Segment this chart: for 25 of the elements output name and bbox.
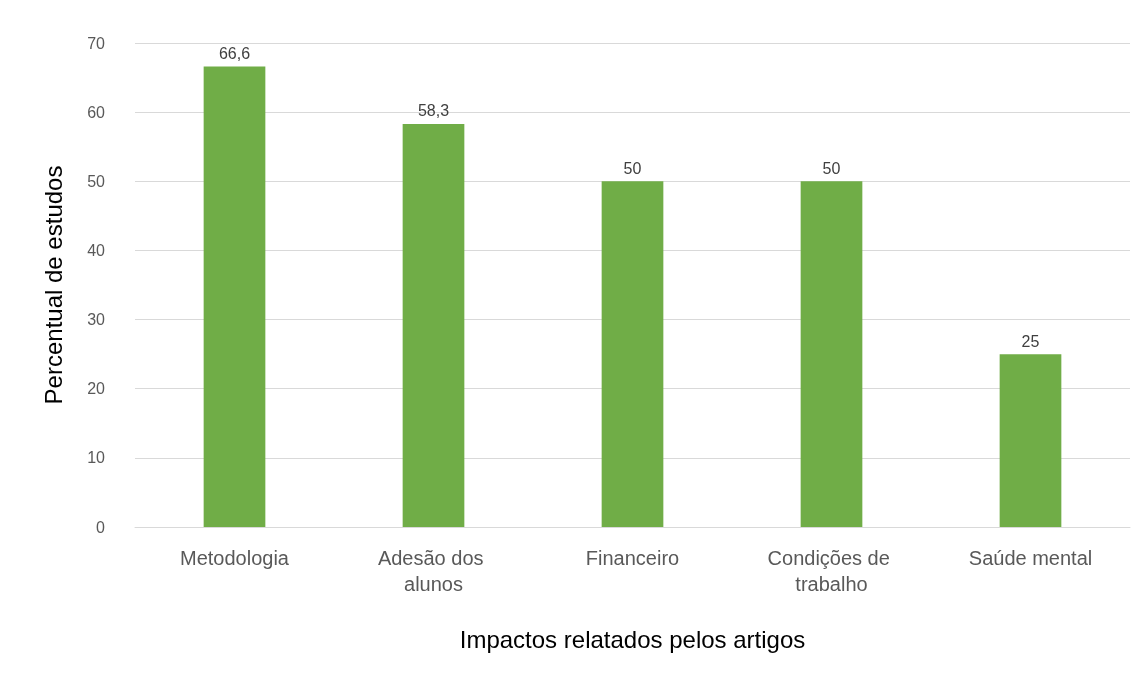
y-tick-label: 10 — [87, 449, 106, 467]
y-tick-label: 50 — [87, 172, 106, 190]
y-tick-label: 70 — [87, 34, 106, 52]
data-label: 58,3 — [417, 102, 450, 120]
data-label: 66,6 — [218, 45, 251, 63]
bar — [402, 123, 465, 527]
x-axis-title: Impactos relatados pelos artigos — [459, 625, 806, 653]
data-label: 50 — [822, 159, 841, 177]
bar — [601, 181, 664, 527]
y-tick-label: 20 — [87, 380, 106, 398]
y-tick-label: 30 — [87, 311, 106, 329]
data-label: 50 — [623, 159, 642, 177]
y-axis-title: Percentual de estudos — [39, 165, 67, 405]
data-label: 25 — [1021, 332, 1040, 350]
bar — [800, 181, 863, 527]
x-tick-label: Metodologia — [180, 547, 290, 569]
y-tick-label: 60 — [87, 103, 106, 121]
y-tick-label: 40 — [87, 241, 106, 259]
x-tick-label: Condições de trabalho — [767, 547, 896, 595]
x-tick-label: Saúde mental — [968, 547, 1093, 569]
x-tick-label: Financeiro — [585, 547, 680, 569]
bar — [203, 66, 266, 527]
bar — [999, 354, 1062, 527]
y-tick-label: 0 — [96, 518, 106, 536]
x-tick-label: Adesão dos alunos — [377, 547, 490, 595]
